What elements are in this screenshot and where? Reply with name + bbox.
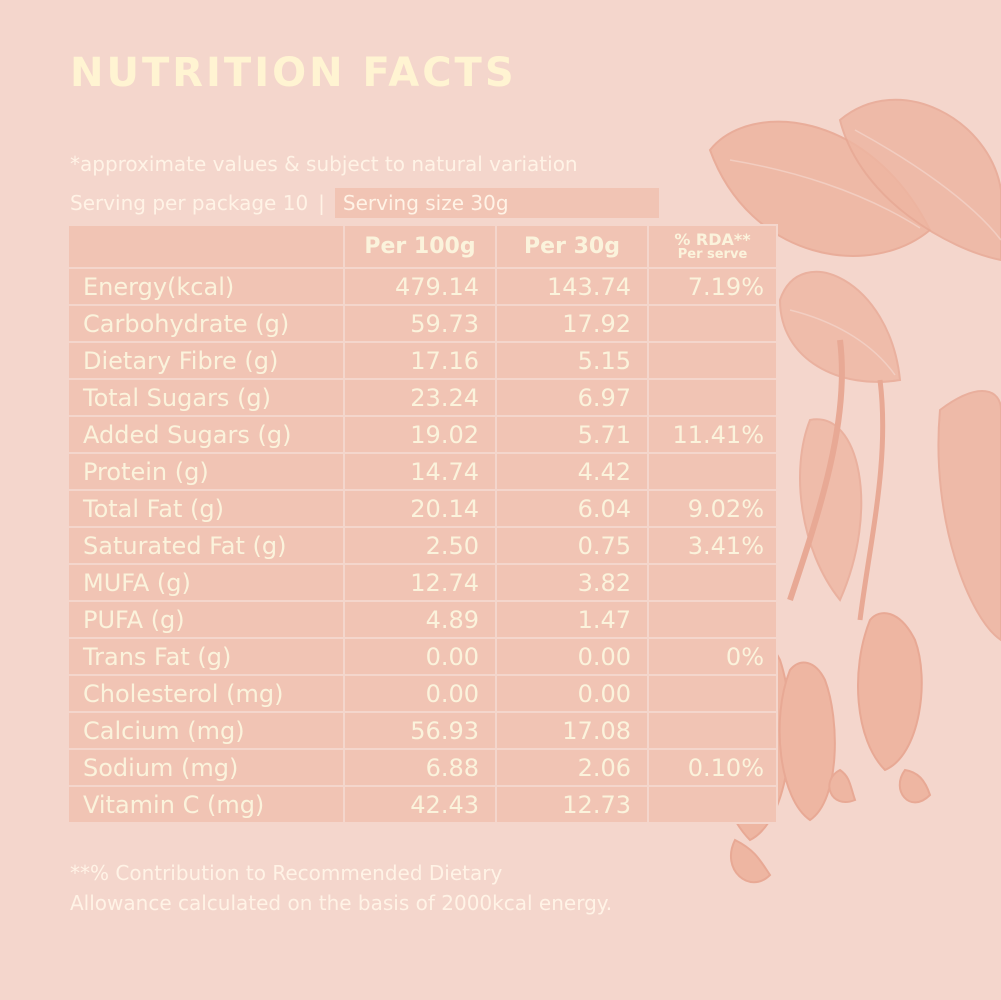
header-per-30g: Per 30g [495, 224, 649, 269]
value-per-30g: 0.75 [495, 526, 649, 565]
table-row: Sodium (mg) 6.88 2.06 0.10% [67, 748, 778, 787]
value-rda: 9.02% [647, 489, 778, 528]
value-rda: 3.41% [647, 526, 778, 565]
header-nutrient [67, 224, 345, 269]
nutrition-table-body: Energy(kcal) 479.14 143.74 7.19% Carbohydrat… [67, 267, 778, 824]
value-rda: 11.41% [647, 415, 778, 454]
footnote-line-1: **% Contribution to Recommended Dietary [70, 861, 503, 885]
table-row: Carbohydrate (g) 59.73 17.92 [67, 304, 778, 343]
value-rda [647, 452, 778, 491]
value-per-100g: 12.74 [343, 563, 497, 602]
nutrient-name: Trans Fat (g) [67, 637, 345, 676]
nutrient-name: Protein (g) [67, 452, 345, 491]
value-per-100g: 0.00 [343, 674, 497, 713]
value-per-30g: 5.15 [495, 341, 649, 380]
value-rda [647, 341, 778, 380]
nutrient-name: Total Fat (g) [67, 489, 345, 528]
nutrient-name: Saturated Fat (g) [67, 526, 345, 565]
value-rda: 7.19% [647, 267, 778, 306]
footnote-line-2: Allowance calculated on the basis of 200… [70, 891, 613, 915]
table-row: Total Sugars (g) 23.24 6.97 [67, 378, 778, 417]
nutrient-name: Carbohydrate (g) [67, 304, 345, 343]
table-row: Energy(kcal) 479.14 143.74 7.19% [67, 267, 778, 306]
value-rda [647, 563, 778, 602]
value-per-30g: 6.97 [495, 378, 649, 417]
nutrient-name: Calcium (mg) [67, 711, 345, 750]
value-per-100g: 2.50 [343, 526, 497, 565]
value-rda [647, 785, 778, 824]
footnote: **% Contribution to Recommended Dietary … [70, 858, 710, 918]
nutrient-name: Vitamin C (mg) [67, 785, 345, 824]
value-per-30g: 3.82 [495, 563, 649, 602]
value-rda [647, 674, 778, 713]
value-per-100g: 20.14 [343, 489, 497, 528]
value-rda [647, 378, 778, 417]
table-row: Saturated Fat (g) 2.50 0.75 3.41% [67, 526, 778, 565]
value-per-100g: 42.43 [343, 785, 497, 824]
approximation-note: *approximate values & subject to natural… [70, 152, 578, 176]
nutrient-name: Total Sugars (g) [67, 378, 345, 417]
value-per-30g: 143.74 [495, 267, 649, 306]
nutrient-name: PUFA (g) [67, 600, 345, 639]
table-header-row: Per 100g Per 30g % RDA** Per serve [67, 224, 778, 269]
value-per-100g: 6.88 [343, 748, 497, 787]
table-row: Cholesterol (mg) 0.00 0.00 [67, 674, 778, 713]
value-per-100g: 59.73 [343, 304, 497, 343]
value-per-30g: 0.00 [495, 674, 649, 713]
table-row: Trans Fat (g) 0.00 0.00 0% [67, 637, 778, 676]
table-row: Calcium (mg) 56.93 17.08 [67, 711, 778, 750]
value-per-100g: 17.16 [343, 341, 497, 380]
value-per-30g: 0.00 [495, 637, 649, 676]
value-per-30g: 2.06 [495, 748, 649, 787]
nutrient-name: Cholesterol (mg) [67, 674, 345, 713]
serving-separator: | [318, 191, 325, 215]
value-rda [647, 304, 778, 343]
value-rda: 0.10% [647, 748, 778, 787]
value-per-30g: 1.47 [495, 600, 649, 639]
value-per-100g: 56.93 [343, 711, 497, 750]
nutrient-name: Sodium (mg) [67, 748, 345, 787]
table-row: MUFA (g) 12.74 3.82 [67, 563, 778, 602]
table-row: Added Sugars (g) 19.02 5.71 11.41% [67, 415, 778, 454]
page-title: NUTRITION FACTS [70, 50, 517, 96]
value-per-30g: 6.04 [495, 489, 649, 528]
value-per-100g: 23.24 [343, 378, 497, 417]
value-per-30g: 12.73 [495, 785, 649, 824]
header-rda-sublabel: Per serve [677, 247, 748, 262]
serving-size: Serving size 30g [334, 188, 659, 218]
table-row: Total Fat (g) 20.14 6.04 9.02% [67, 489, 778, 528]
value-per-100g: 4.89 [343, 600, 497, 639]
nutrient-name: Energy(kcal) [67, 267, 345, 306]
nutrient-name: MUFA (g) [67, 563, 345, 602]
value-per-30g: 17.92 [495, 304, 649, 343]
serving-info: Serving per package 10 | Serving size 30… [70, 188, 659, 218]
table-row: Vitamin C (mg) 42.43 12.73 [67, 785, 778, 824]
value-per-100g: 479.14 [343, 267, 497, 306]
header-rda-label: % RDA** [674, 230, 751, 249]
value-per-30g: 5.71 [495, 415, 649, 454]
nutrient-name: Added Sugars (g) [67, 415, 345, 454]
value-per-100g: 0.00 [343, 637, 497, 676]
header-per-100g: Per 100g [343, 224, 497, 269]
nutrient-name: Dietary Fibre (g) [67, 341, 345, 380]
value-rda: 0% [647, 637, 778, 676]
value-per-100g: 14.74 [343, 452, 497, 491]
nutrition-table: Per 100g Per 30g % RDA** Per serve Energ… [67, 224, 778, 824]
value-per-30g: 17.08 [495, 711, 649, 750]
table-row: Protein (g) 14.74 4.42 [67, 452, 778, 491]
value-rda [647, 600, 778, 639]
value-per-30g: 4.42 [495, 452, 649, 491]
value-per-100g: 19.02 [343, 415, 497, 454]
table-row: Dietary Fibre (g) 17.16 5.15 [67, 341, 778, 380]
header-rda: % RDA** Per serve [647, 224, 778, 269]
servings-per-package: Serving per package 10 [70, 191, 309, 215]
table-row: PUFA (g) 4.89 1.47 [67, 600, 778, 639]
value-rda [647, 711, 778, 750]
